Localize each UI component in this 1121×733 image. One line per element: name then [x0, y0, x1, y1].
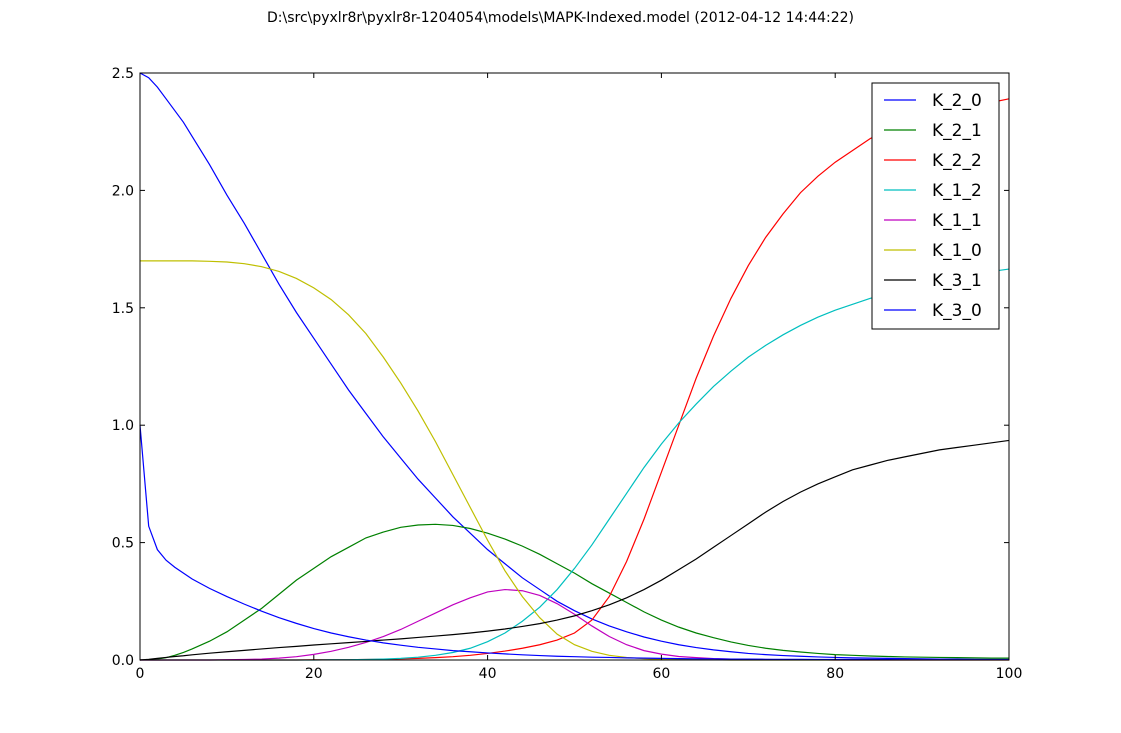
x-tick-label: 0: [136, 666, 145, 682]
y-tick-label: 1.5: [112, 301, 134, 317]
legend-label-k-1-1: K_1_1: [932, 211, 982, 231]
series-line-k-2-0: [139, 72, 1009, 660]
plot-frame: [139, 72, 1010, 661]
y-tick-label: 0.0: [112, 653, 134, 669]
axis-ticks: 0 20 40 60 80 100 0.0 0.5 1.0 1.5 2.0 2.5: [112, 66, 1023, 682]
legend-label-k-2-2: K_2_2: [932, 151, 982, 171]
series-line-k-3-1: [139, 439, 1010, 661]
legend-label-k-1-0: K_1_0: [932, 241, 982, 261]
series-line-k-2-1: [139, 523, 1009, 661]
legend-label-k-1-2: K_1_2: [932, 181, 982, 201]
y-tick-label: 2.0: [112, 183, 134, 199]
x-tick-label: 20: [305, 666, 323, 682]
y-tick-label: 1.0: [112, 418, 134, 434]
x-tick-label: 80: [826, 666, 844, 682]
legend-box: [871, 82, 1000, 330]
x-tick-label: 100: [996, 666, 1023, 682]
legend-label-k-2-1: K_2_1: [932, 121, 982, 141]
x-tick-label: 40: [479, 666, 497, 682]
y-tick-label: 0.5: [112, 536, 134, 552]
legend-label-k-3-0: K_3_0: [932, 301, 982, 321]
chart-title: D:\src\pyxlr8r\pyxlr8r-1204054\models\MA…: [266, 10, 855, 26]
series-line-k-3-0: [139, 425, 1009, 661]
legend-label-k-3-1: K_3_1: [932, 271, 982, 291]
y-tick-label: 2.5: [112, 66, 134, 82]
legend: K_2_0 K_2_1 K_2_2 K_1_2 K_1_1 K_1_0 K_3_1 K_3_0: [871, 82, 1000, 330]
legend-label-k-2-0: K_2_0: [932, 91, 982, 111]
series-lines: [139, 72, 1010, 661]
x-tick-label: 60: [652, 666, 670, 682]
series-line-k-1-1: [140, 588, 1009, 661]
